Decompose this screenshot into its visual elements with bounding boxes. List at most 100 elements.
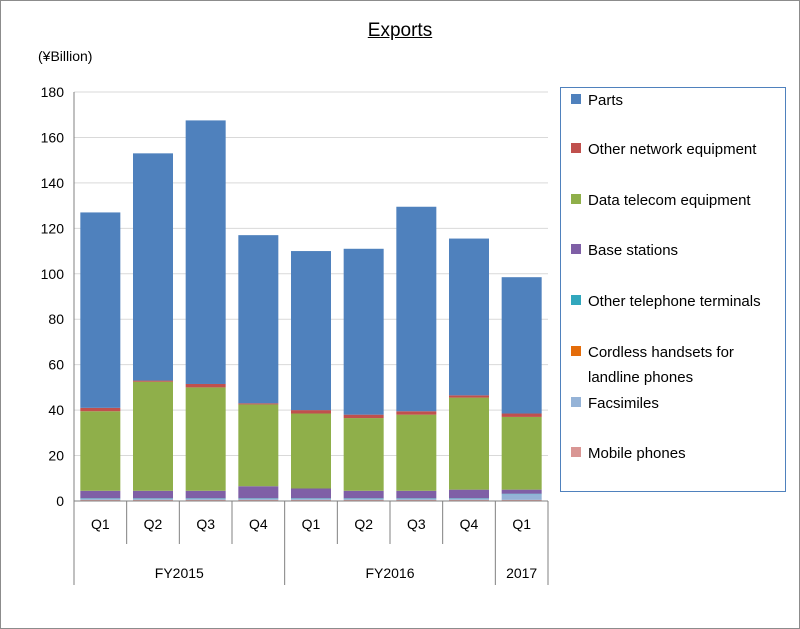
- legend-item: Other telephone terminals: [571, 289, 781, 314]
- bar-segment: [343, 498, 384, 499]
- legend-swatch: [571, 447, 581, 457]
- bar-segment: [501, 413, 542, 417]
- bar-segment: [501, 499, 542, 501]
- x-tick-label: Q2: [354, 516, 373, 532]
- bar-segment: [133, 380, 173, 382]
- legend-swatch: [571, 244, 581, 254]
- y-axis-unit-label: (¥Billion): [38, 48, 93, 64]
- bar-segment: [238, 486, 279, 499]
- bar-segment: [185, 120, 226, 384]
- y-tick-label: 80: [48, 311, 64, 327]
- y-tick-label: 120: [41, 220, 65, 236]
- bar-segment: [343, 418, 384, 491]
- bar-segment: [133, 498, 173, 500]
- x-tick-label: Q1: [512, 516, 531, 532]
- bar-segment: [291, 410, 331, 414]
- bar-segment: [185, 383, 226, 388]
- legend-swatch: [571, 346, 581, 356]
- bar-segment: [133, 153, 173, 381]
- bar-segment: [291, 251, 331, 411]
- bar-segment: [396, 411, 437, 415]
- bar-segment: [133, 490, 173, 499]
- y-tick-label: 20: [48, 448, 64, 464]
- bar-segment: [501, 489, 542, 494]
- legend-label: Parts: [588, 92, 624, 109]
- x-tick-label: Q2: [144, 516, 163, 532]
- legend-item: Cordless handsets for landline phones: [571, 340, 781, 390]
- bar-segment: [501, 494, 542, 500]
- bar-segment: [343, 490, 384, 499]
- y-tick-label: 40: [48, 402, 64, 418]
- bar-segment: [80, 411, 121, 491]
- bar-segment: [185, 498, 226, 499]
- bar-segment: [501, 416, 542, 490]
- x-tick-label: Q3: [407, 516, 426, 532]
- group-label: FY2016: [365, 565, 414, 581]
- bar-segment: [80, 499, 121, 501]
- bar-segment: [238, 499, 279, 501]
- legend-swatch: [571, 397, 581, 407]
- bar-segment: [291, 498, 331, 500]
- bar-segment: [449, 498, 489, 499]
- bar-segment: [185, 490, 226, 499]
- legend-item: Mobile phones: [571, 441, 781, 466]
- bar-segment: [80, 498, 121, 500]
- x-tick-label: Q4: [249, 516, 268, 532]
- bar-segment: [238, 498, 279, 499]
- legend-item: Parts: [571, 88, 781, 113]
- bar-segment: [133, 498, 173, 499]
- bar-segment: [291, 499, 331, 501]
- bar-segment: [291, 488, 331, 499]
- y-tick-label: 140: [41, 175, 65, 191]
- bar-segment: [133, 499, 173, 501]
- legend-swatch: [571, 143, 581, 153]
- legend-swatch: [571, 194, 581, 204]
- legend: Parts Other network equipment Data telecom…: [560, 87, 786, 492]
- axes: 0 20 40 60 80 100 120 140 160 180 Q1 Q2 Q3 Q4 Q1 Q2 Q3 Q4…: [41, 84, 549, 585]
- bar-segment: [396, 498, 437, 499]
- bar-segment: [80, 212, 121, 408]
- bar-segment: [449, 499, 489, 501]
- legend-label: Base stations: [588, 242, 679, 259]
- bar-segment: [449, 238, 489, 396]
- legend-item: Base stations: [571, 238, 781, 263]
- bar-segment: [291, 498, 331, 499]
- bar-segment: [238, 498, 279, 500]
- bar-segment: [396, 490, 437, 499]
- x-tick-label: Q1: [91, 516, 110, 532]
- legend-item: Data telecom equipment: [571, 188, 781, 213]
- x-tick-label: Q1: [302, 516, 321, 532]
- bar-segment: [238, 404, 279, 487]
- bar-segment: [396, 206, 437, 412]
- x-tick-label: Q4: [460, 516, 479, 532]
- legend-label: Other telephone terminals: [588, 293, 761, 310]
- bar-segment: [238, 403, 279, 405]
- bar-segment: [449, 498, 489, 500]
- bar-segment: [449, 489, 489, 499]
- y-tick-label: 60: [48, 357, 64, 373]
- bar-segment: [396, 414, 437, 491]
- y-tick-label: 160: [41, 129, 65, 145]
- legend-label: Other network equipment: [588, 141, 757, 158]
- legend-swatch: [571, 295, 581, 305]
- bar-segment: [80, 407, 121, 412]
- bar-segment: [343, 414, 384, 419]
- legend-item: Facsimiles: [571, 391, 781, 416]
- bar-segment: [238, 235, 279, 404]
- chart-title: Exports: [367, 20, 433, 41]
- bar-segment: [501, 493, 542, 495]
- bar-segment: [343, 499, 384, 501]
- group-label: FY2015: [155, 565, 204, 581]
- legend-item: Other network equipment: [571, 137, 781, 162]
- bar-segment: [501, 277, 542, 414]
- bar-segment: [185, 499, 226, 501]
- bar-segment: [449, 395, 489, 398]
- legend-swatch: [571, 94, 581, 104]
- bar-segment: [396, 499, 437, 501]
- bar-segment: [343, 248, 384, 415]
- group-label: 2017: [506, 565, 537, 581]
- legend-label: Mobile phones: [588, 445, 686, 462]
- bar-segment: [133, 381, 173, 491]
- bars: [80, 120, 542, 501]
